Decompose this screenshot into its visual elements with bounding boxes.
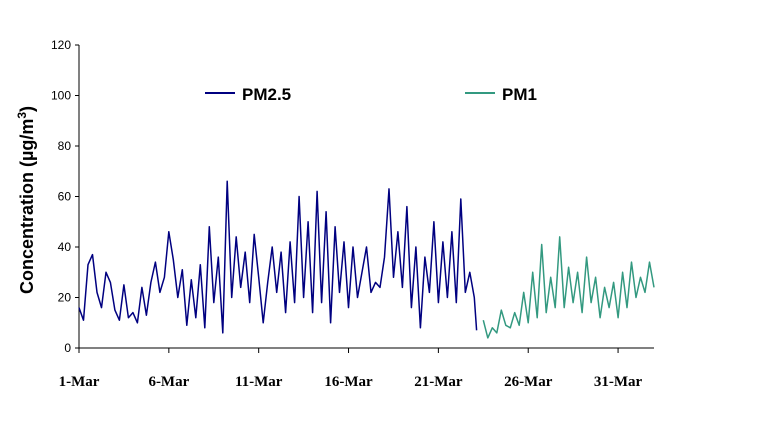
legend: PM2.5 PM1 [205,85,537,104]
x-tick-label: 1-Mar [59,374,100,390]
series-line-pm1 [482,236,655,339]
y-tick-label: 80 [58,139,72,153]
legend-label-pm25: PM2.5 [242,85,291,104]
series-layer [78,180,655,339]
y-axis-label-suffix: ) [17,106,37,112]
x-tick-label: 11-Mar [235,374,283,390]
x-tick-label: 16-Mar [324,374,373,390]
plot-area [79,45,654,348]
y-axis-label: Concentration (µg/m3) [15,106,37,294]
y-ticks: 0 20 40 60 80 100 120 [51,38,79,355]
y-tick-label: 0 [64,341,71,355]
x-ticks: 1-Mar 6-Mar 11-Mar 16-Mar 21-Mar 26-Mar 31-Mar [59,348,643,390]
y-tick-label: 120 [51,38,71,52]
x-tick-label: 21-Mar [414,374,463,390]
y-tick-label: 20 [58,291,72,305]
legend-label-pm1: PM1 [502,85,537,104]
y-tick-label: 100 [51,89,71,103]
x-tick-label: 6-Mar [148,374,189,390]
series-line-pm25 [78,180,478,334]
y-axis-label-superscript: 3 [15,112,29,119]
x-tick-label: 31-Mar [594,374,643,390]
y-tick-label: 60 [58,190,72,204]
y-tick-label: 40 [58,240,72,254]
x-tick-label: 26-Mar [504,374,553,390]
y-axis-label-main: Concentration (µg/m [17,119,37,294]
